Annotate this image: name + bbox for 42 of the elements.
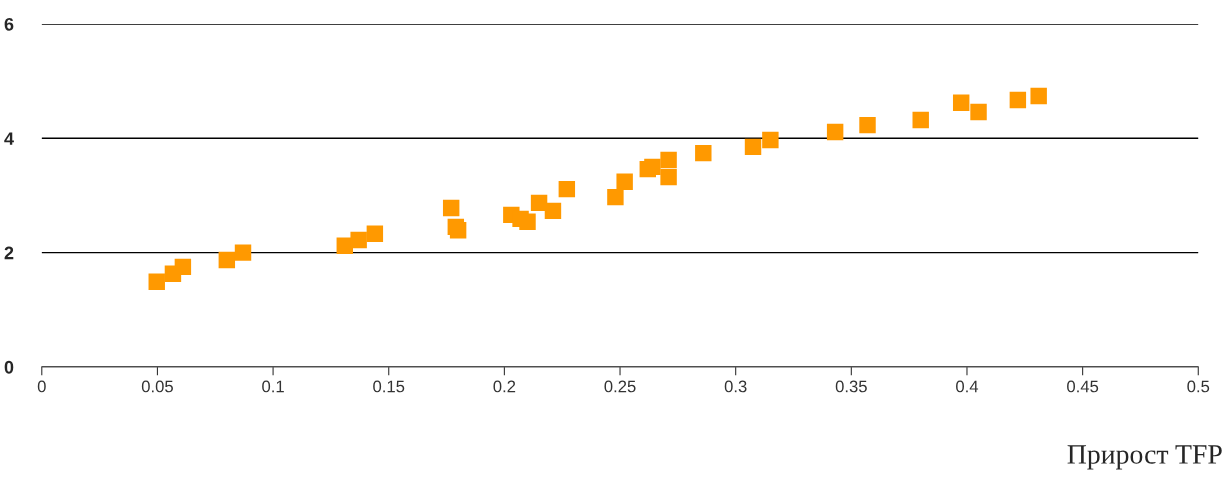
x-tick-label: 0.5	[1187, 380, 1210, 393]
x-tick-label: 0.4	[956, 380, 979, 393]
x-tick-label: 0	[37, 380, 46, 393]
x-tick-label: 0.1	[262, 380, 284, 393]
point	[952, 94, 970, 112]
point	[1009, 91, 1027, 109]
point	[442, 199, 460, 217]
x-tick-label: 0.3	[724, 380, 747, 393]
x-tick-label: 0.2	[493, 380, 516, 393]
point	[695, 144, 712, 162]
point	[644, 158, 661, 176]
point	[148, 273, 165, 290]
point	[826, 123, 844, 141]
point	[234, 244, 252, 261]
x-tick-label: 0.35	[835, 380, 867, 393]
point	[366, 225, 384, 242]
point	[970, 103, 987, 121]
point	[519, 213, 536, 230]
point	[544, 202, 562, 220]
point	[744, 138, 762, 156]
point	[350, 231, 367, 249]
point	[218, 251, 236, 269]
point	[1030, 87, 1047, 105]
x-tick-label: 0.25	[604, 380, 636, 393]
y-tick-label: 2	[4, 246, 14, 260]
point	[558, 180, 576, 198]
y-tick-label: 4	[4, 132, 14, 145]
point	[660, 151, 677, 169]
x-tick-label: 0.05	[141, 380, 173, 393]
point	[449, 222, 467, 239]
point	[660, 168, 677, 186]
y-tick-label: 6	[4, 17, 14, 31]
point	[762, 131, 779, 149]
x-axis-title: Прирост TFP	[1067, 445, 1222, 470]
x-tick-label: 0.15	[373, 380, 405, 393]
point	[607, 188, 624, 206]
point	[616, 173, 633, 190]
point	[859, 116, 876, 134]
point	[912, 111, 929, 129]
point	[174, 258, 192, 276]
y-tick-label: 0	[4, 360, 14, 374]
x-tick-label: 0.45	[1067, 380, 1099, 393]
